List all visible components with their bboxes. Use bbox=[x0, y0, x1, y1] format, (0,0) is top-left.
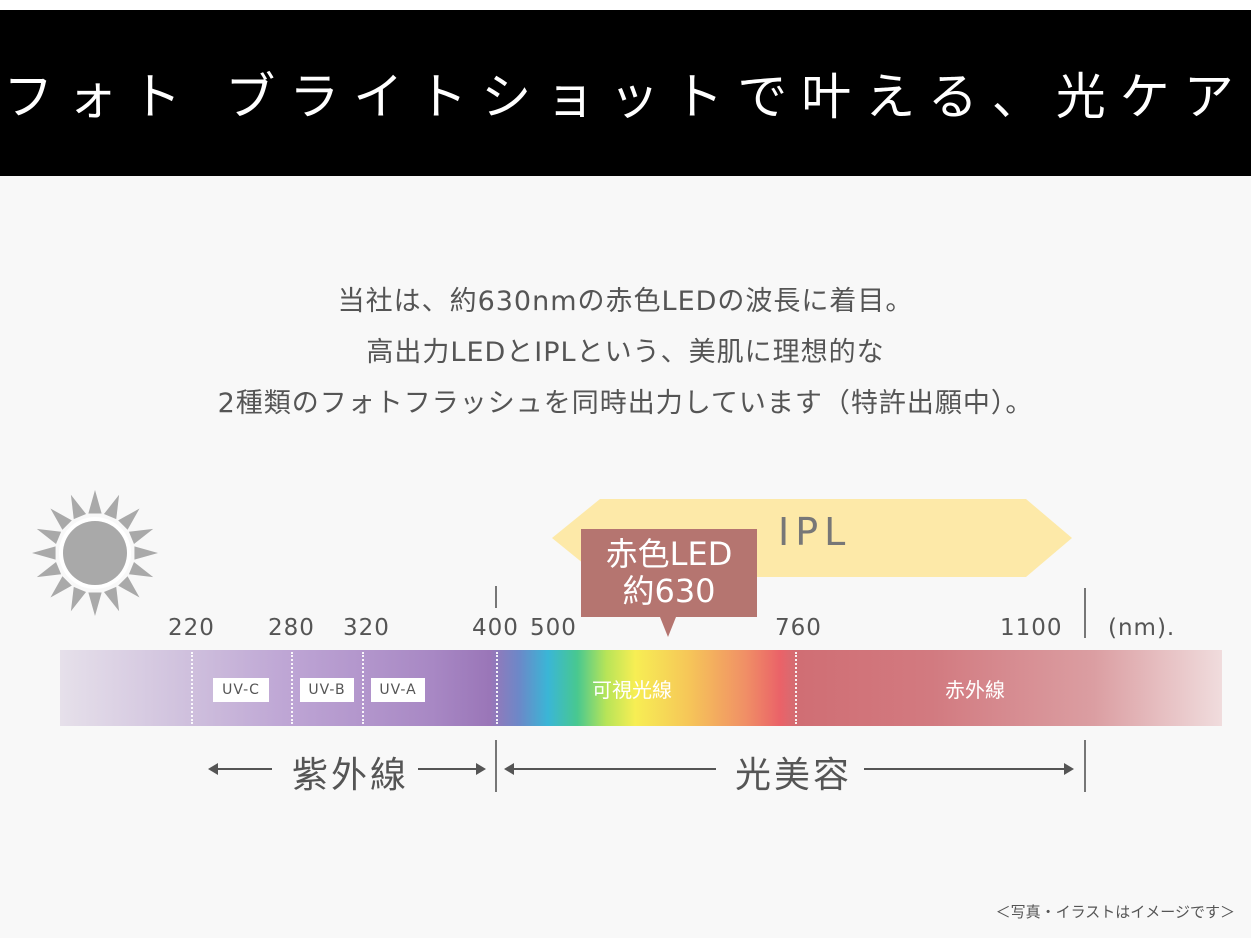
sun-ray bbox=[128, 561, 154, 578]
ipl-label: IPL bbox=[778, 510, 852, 554]
ultraviolet-label: 紫外線 bbox=[292, 755, 410, 796]
top-margin bbox=[0, 0, 1251, 10]
uv-b-label: UV-B bbox=[300, 678, 354, 702]
red-led-pointer bbox=[660, 617, 676, 637]
intro-line-1: 当社は、約630nmの赤色LEDの波長に着目。 bbox=[337, 286, 914, 317]
visible-light-label: 可視光線 bbox=[592, 678, 672, 702]
divider-400-top bbox=[495, 586, 497, 608]
sun-ray bbox=[70, 586, 87, 612]
sun-ray bbox=[103, 586, 120, 612]
divider-1100-top bbox=[1084, 588, 1086, 638]
dotted-divider-280 bbox=[291, 652, 293, 724]
uv-a-label: UV-A bbox=[371, 678, 425, 702]
tick-760: 760 bbox=[775, 615, 822, 641]
page-title: フォト ブライトショットで叶える、光ケア bbox=[0, 10, 1251, 176]
tick-280: 280 bbox=[268, 615, 315, 641]
intro-text: 当社は、約630nmの赤色LEDの波長に着目。 高出力LEDとIPLという、美肌… bbox=[0, 276, 1251, 429]
red-led-title: 赤色LED bbox=[605, 535, 733, 573]
beauty-label: 光美容 bbox=[735, 755, 853, 796]
sun-ray bbox=[118, 576, 140, 598]
sun-ray bbox=[88, 490, 102, 514]
dotted-divider-760 bbox=[795, 652, 797, 724]
beauty-arrow-right bbox=[864, 763, 1074, 775]
beauty-arrow-left bbox=[504, 763, 716, 775]
tick-500: 500 bbox=[530, 615, 577, 641]
sun-ray bbox=[128, 528, 154, 545]
intro-line-2: 高出力LEDとIPLという、美肌に理想的な bbox=[366, 337, 885, 368]
tick-220: 220 bbox=[168, 615, 215, 641]
sun-ray bbox=[118, 508, 140, 530]
sun-icon bbox=[32, 490, 158, 616]
uv-arrow-left bbox=[208, 763, 272, 775]
sun-ray bbox=[50, 508, 72, 530]
infrared-label: 赤外線 bbox=[945, 678, 1005, 702]
tick-320: 320 bbox=[343, 615, 390, 641]
sun-ray bbox=[36, 561, 62, 578]
tick-1100: 1100 bbox=[1000, 615, 1063, 641]
sun-ray bbox=[103, 494, 120, 520]
sun-ray bbox=[70, 494, 87, 520]
unit-label: (nm). bbox=[1108, 615, 1176, 641]
red-led-marker: 赤色LED 約630 bbox=[581, 529, 757, 617]
sun-ray bbox=[88, 592, 102, 616]
sun-ray bbox=[32, 546, 56, 560]
sun-ray bbox=[50, 576, 72, 598]
dotted-divider-320 bbox=[362, 652, 364, 724]
uv-arrow-right bbox=[418, 763, 486, 775]
dotted-divider-220 bbox=[191, 652, 193, 724]
sun-ray bbox=[134, 546, 158, 560]
sun-ray bbox=[36, 528, 62, 545]
image-disclaimer: ＜写真・イラストはイメージです＞ bbox=[995, 903, 1235, 921]
divider-1100-bottom bbox=[1084, 740, 1086, 792]
red-led-wavelength: 約630 bbox=[622, 572, 716, 610]
tick-400: 400 bbox=[472, 615, 519, 641]
dotted-divider-400 bbox=[496, 652, 498, 724]
uv-c-label: UV-C bbox=[213, 678, 269, 702]
divider-400-bottom bbox=[495, 740, 497, 792]
intro-line-3: 2種類のフォトフラッシュを同時出力しています（特許出願中）。 bbox=[217, 388, 1034, 419]
